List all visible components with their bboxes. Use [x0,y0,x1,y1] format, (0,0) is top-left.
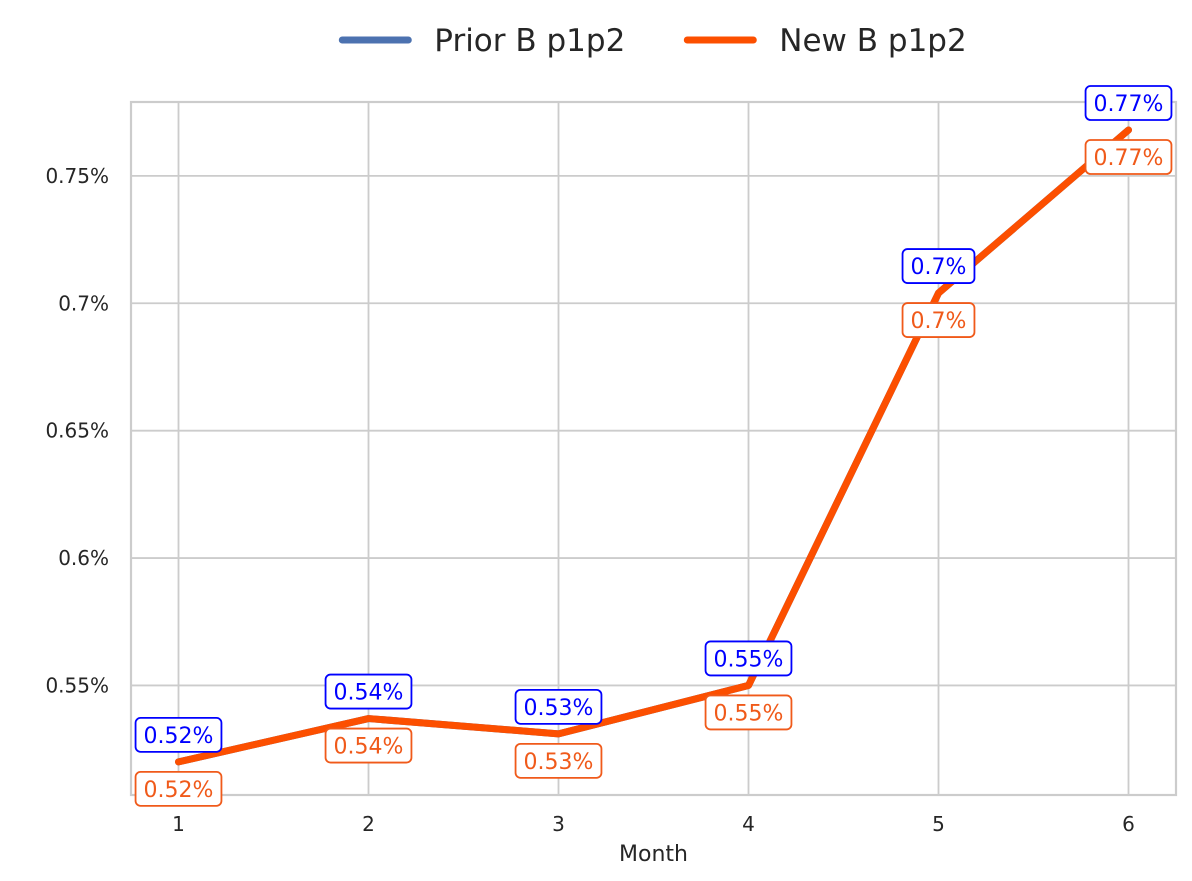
data-label-box [514,688,603,725]
data-label-1: 0.52% [134,716,223,753]
legend: Prior B p1p2 New B p1p2 [338,23,967,59]
data-label-box [1084,85,1173,121]
plot-border [129,100,1178,797]
y-tick-label: 0.65% [45,419,109,443]
data-label-text: 0.7% [911,309,967,334]
data-label-1: 0.54% [324,673,413,710]
y-tick-label: 0.55% [45,673,109,697]
data-label-text: 0.55% [714,647,784,672]
data-label-2: 0.7% [901,302,976,338]
data-label-box [134,770,223,807]
data-label-text: 0.77% [1094,146,1164,171]
data-label-box [704,640,793,677]
x-tick-label: 1 [172,812,185,836]
data-label-1: 0.53% [514,688,603,725]
data-label-text: 0.77% [1094,92,1164,117]
y-tick-label: 0.6% [58,546,109,570]
data-label-box [324,673,413,710]
data-label-box [1084,139,1173,175]
legend-label: Prior B p1p2 [434,23,625,59]
y-tick-label: 0.75% [45,164,109,188]
series-line-1 [175,126,1132,766]
data-label-text: 0.52% [144,724,214,749]
data-label-2: 0.77% [1084,139,1173,175]
data-label-text: 0.53% [524,696,594,721]
data-label-1: 0.77% [1084,85,1173,121]
data-label-text: 0.7% [911,255,967,280]
data-label-box [514,742,603,779]
data-label-text: 0.52% [144,778,214,803]
data-label-text: 0.55% [714,701,784,726]
data-label-box [134,716,223,753]
legend-label: New B p1p2 [779,23,966,59]
x-tick-label: 3 [552,812,565,836]
plot-frame [129,100,1178,797]
data-label-2: 0.53% [514,742,603,779]
series-line-2 [175,126,1132,766]
legend-entry-2: New B p1p2 [683,23,967,59]
series-lines [175,126,1132,766]
grid [131,102,1176,795]
legend-entry-1: Prior B p1p2 [338,23,625,59]
data-label-2: 0.55% [704,694,793,731]
data-label-box [901,248,976,284]
data-label-text: 0.54% [334,735,404,760]
data-labels: 0.52% 0.54% 0.53% 0.55% 0.7% 0.77% 0.52% 0.54% 0… [134,85,1173,807]
data-label-1: 0.55% [704,640,793,677]
data-label-box [324,727,413,764]
x-tick-label: 4 [742,812,755,836]
data-label-2: 0.54% [324,727,413,764]
tick-labels: 1 2 3 4 5 6 0.55% 0.6% 0.65% 0.7% 0.75% [45,164,1134,836]
x-tick-label: 6 [1122,812,1135,836]
x-axis-title: Month [619,842,688,867]
data-label-box [901,302,976,338]
data-label-text: 0.53% [524,750,594,775]
data-label-2: 0.52% [134,770,223,807]
data-label-text: 0.54% [334,681,404,706]
x-tick-label: 2 [362,812,375,836]
data-label-1: 0.7% [901,248,976,284]
y-tick-label: 0.7% [58,291,109,315]
data-label-box [704,694,793,731]
x-tick-label: 5 [932,812,945,836]
